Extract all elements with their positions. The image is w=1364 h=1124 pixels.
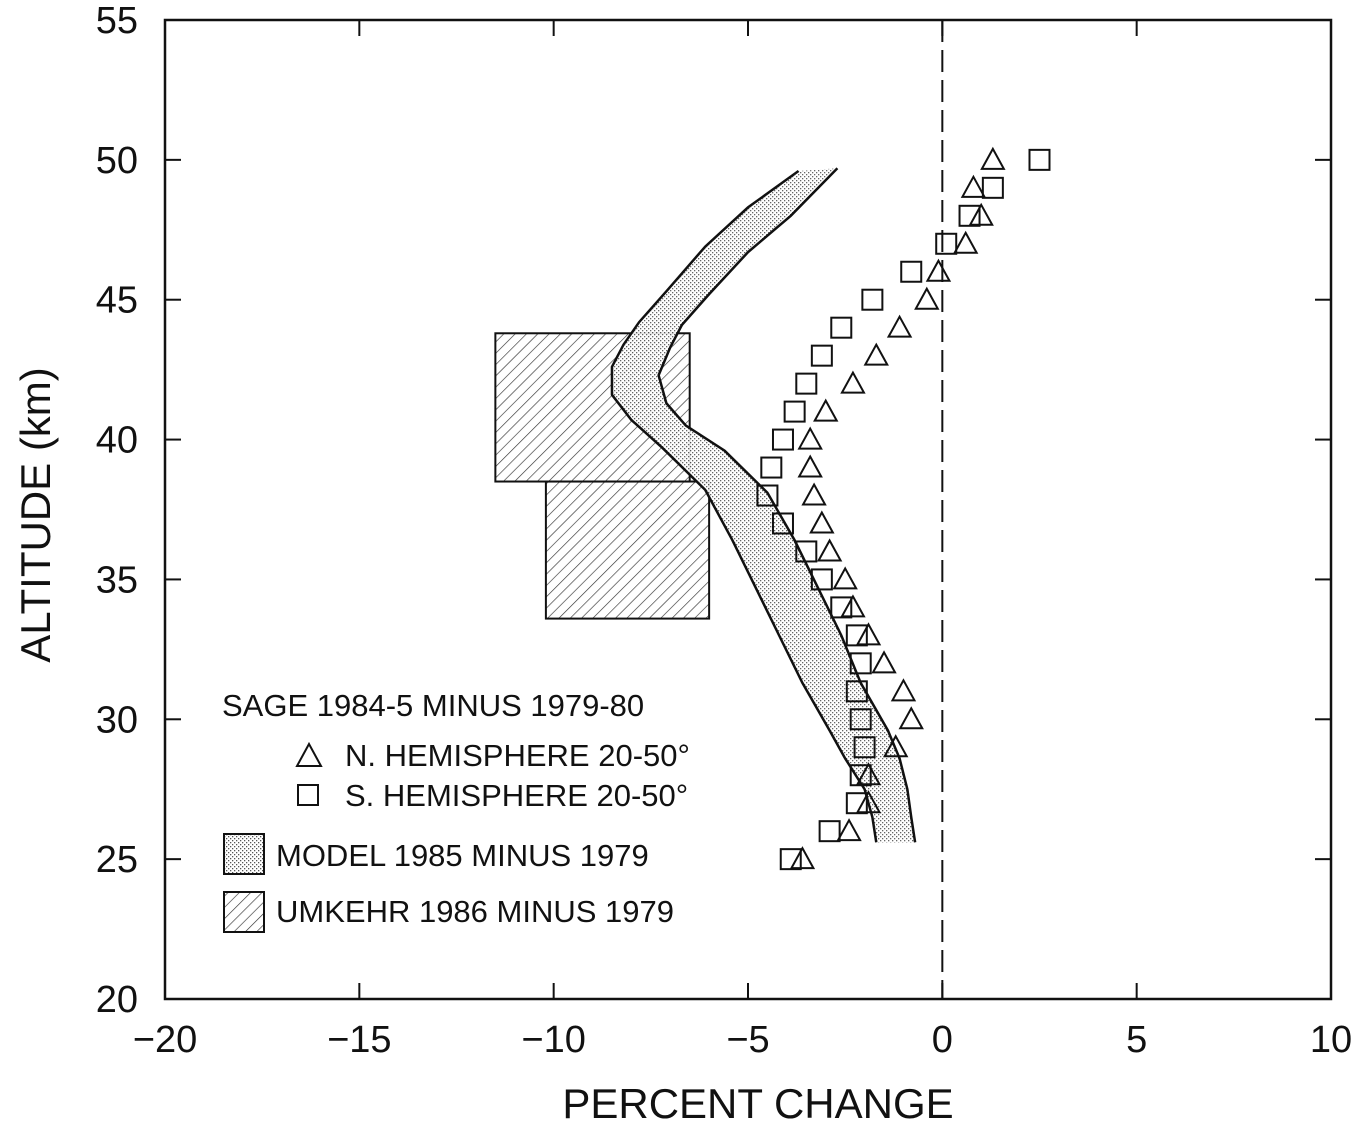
x-tick-label: −5 (726, 1019, 769, 1061)
s-hemisphere-point (810, 344, 833, 367)
s-hemisphere-point (861, 288, 884, 311)
x-tick-label: −20 (133, 1019, 197, 1061)
x-tick-label: −15 (327, 1019, 391, 1061)
n-hemisphere-point (898, 706, 924, 730)
umkehr-box-2 (544, 480, 711, 620)
y-tick-label: 25 (96, 839, 138, 881)
n-hemisphere-point (968, 202, 994, 226)
data-points (756, 146, 1051, 871)
n-hemisphere-point (855, 790, 882, 814)
y-tick-label: 30 (96, 699, 138, 741)
n-hemisphere-point (832, 566, 858, 590)
n-hemisphere-point (890, 678, 917, 702)
n-hemisphere-point (840, 370, 866, 394)
s-hemisphere-point (771, 428, 794, 451)
y-axis-label: ALTITUDE (km) (12, 367, 59, 663)
y-tick-label: 50 (96, 140, 138, 182)
umkehr-boxes (494, 332, 711, 620)
model-band-left-edge (610, 170, 878, 843)
s-hemisphere-point (760, 456, 783, 479)
n-hemisphere-point (871, 650, 897, 674)
s-hemisphere-point (795, 540, 818, 563)
legend-model-swatch (223, 833, 265, 875)
s-hemisphere-point (818, 820, 841, 843)
s-hemisphere-point (853, 736, 876, 759)
axis-ticks: −20 −15 −10 −5 0 5 10 20 25 30 35 40 45 50 55 (96, 0, 1352, 1061)
n-hemisphere-point (801, 482, 827, 506)
legend-square-marker (297, 784, 319, 806)
s-hemisphere-point (845, 792, 868, 815)
s-hemisphere-point (810, 568, 833, 591)
n-hemisphere-point (789, 846, 816, 870)
legend: SAGE 1984-5 MINUS 1979-80 N. HEMISPHERE … (222, 688, 690, 933)
legend-model: MODEL 1985 MINUS 1979 (276, 838, 649, 873)
s-hemisphere-point (849, 652, 872, 675)
n-hemisphere-point (809, 510, 835, 534)
n-hemisphere-point (952, 230, 979, 254)
x-tick-label: −10 (521, 1019, 585, 1061)
n-hemisphere-point (960, 174, 987, 198)
s-hemisphere-point (849, 764, 872, 787)
s-hemisphere-point (845, 680, 868, 703)
s-hemisphere-point (900, 260, 923, 283)
legend-s-hemisphere: S. HEMISPHERE 20-50° (345, 778, 688, 813)
x-axis-label: PERCENT CHANGE (562, 1080, 953, 1124)
legend-umkehr-swatch (223, 891, 265, 933)
s-hemisphere-point (756, 484, 779, 507)
n-hemisphere-point (980, 146, 1006, 170)
s-hemisphere-point (849, 708, 872, 731)
s-hemisphere-point (1028, 148, 1051, 171)
y-tick-label: 45 (96, 280, 138, 322)
s-hemisphere-point (981, 176, 1004, 199)
y-tick-label: 40 (96, 420, 138, 462)
x-tick-label: 5 (1126, 1019, 1147, 1061)
s-hemisphere-point (830, 316, 853, 339)
model-band-right-edge (657, 167, 917, 843)
s-hemisphere-point (779, 848, 802, 871)
s-hemisphere-point (845, 624, 868, 647)
s-hemisphere-point (830, 596, 853, 619)
n-hemisphere-point (914, 286, 940, 310)
n-hemisphere-point (836, 818, 862, 842)
legend-heading: SAGE 1984-5 MINUS 1979-80 (222, 688, 644, 723)
s-hemisphere-point (795, 372, 818, 395)
n-hemisphere-point (797, 454, 823, 478)
legend-n-hemisphere: N. HEMISPHERE 20-50° (345, 738, 690, 773)
n-hemisphere-point (886, 314, 913, 338)
s-hemisphere-point (771, 512, 794, 535)
y-tick-label: 55 (96, 0, 138, 42)
n-hemisphere-point (883, 734, 909, 758)
n-hemisphere-point (816, 538, 843, 562)
y-tick-label: 35 (96, 559, 138, 601)
legend-umkehr: UMKEHR 1986 MINUS 1979 (276, 894, 674, 929)
x-tick-label: 0 (932, 1019, 953, 1061)
n-hemisphere-point (863, 342, 889, 366)
legend-triangle-marker (295, 741, 323, 767)
y-tick-label: 20 (96, 979, 138, 1021)
n-hemisphere-point (840, 594, 866, 618)
n-hemisphere-point (813, 398, 839, 422)
s-hemisphere-point (935, 232, 958, 255)
s-hemisphere-point (958, 204, 981, 227)
n-hemisphere-point (855, 622, 882, 646)
n-hemisphere-point (797, 426, 823, 450)
x-tick-label: 10 (1310, 1019, 1352, 1061)
s-hemisphere-point (783, 400, 806, 423)
n-hemisphere-point (925, 258, 952, 282)
